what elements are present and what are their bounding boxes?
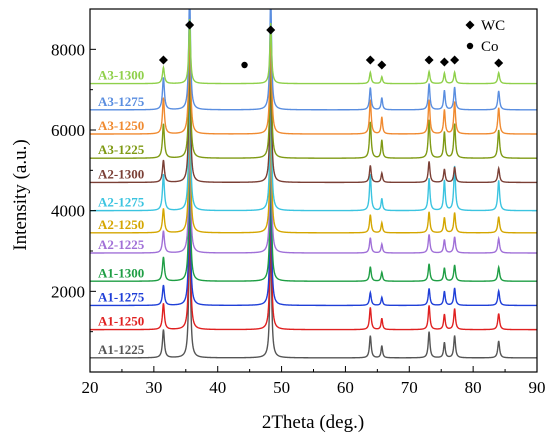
wc-peak-marker [377, 60, 387, 70]
y-tick-label: 4000 [51, 202, 85, 221]
wc-peak-marker [185, 20, 195, 30]
series-label-a3-1250: A3-1250 [98, 118, 144, 133]
x-axis-title: 2Theta (deg.) [262, 412, 364, 433]
y-axis-title: Intensity (a.u.) [10, 139, 31, 250]
series-line-a2-1300 [90, 47, 537, 184]
y-tick-label: 8000 [51, 40, 85, 59]
x-tick-label: 90 [529, 378, 546, 397]
series-line-a1-1300 [90, 154, 537, 282]
series-label-a2-1275: A2-1275 [98, 195, 145, 210]
wc-peak-marker [450, 55, 460, 65]
series-line-a3-1275 [90, 9, 537, 111]
wc-peak-marker [439, 57, 449, 67]
series-line-a1-1250 [90, 194, 537, 331]
series-label-a3-1225: A3-1225 [98, 142, 145, 157]
x-tick-label: 30 [145, 378, 162, 397]
plot-area: A1-1225 A1-1250 A1-1275 A1-1300 A2-1225 A2-12… [90, 9, 537, 359]
series-line-a3-1225 [90, 31, 537, 159]
x-tick-label: 60 [337, 378, 354, 397]
series-line-a3-1250 [90, 10, 537, 135]
x-tick-label: 80 [465, 378, 482, 397]
wc-peak-marker [494, 58, 504, 68]
series-label-a1-1300: A1-1300 [98, 265, 144, 280]
legend-label-co: Co [481, 39, 499, 55]
wc-peak-marker [365, 55, 375, 65]
wc-peak-marker [158, 55, 168, 65]
plot-frame [89, 8, 538, 373]
co-peak-marker [241, 61, 248, 69]
series-line-a2-1250 [90, 95, 537, 234]
wc-peak-marker [424, 55, 434, 65]
legend: WC Co [465, 18, 505, 55]
series-label-a1-1250: A1-1250 [98, 314, 144, 329]
x-tick-label: 40 [209, 378, 226, 397]
legend-wc-symbol [465, 20, 475, 30]
series-label-a2-1300: A2-1300 [98, 166, 144, 181]
wc-peak-marker [266, 25, 276, 35]
series-label-a2-1250: A2-1250 [98, 217, 144, 232]
y-tick-label: 6000 [51, 121, 85, 140]
series-label-a3-1275: A3-1275 [98, 94, 145, 109]
series-label-a1-1225: A1-1225 [98, 342, 145, 357]
series-lines [90, 9, 537, 359]
axes: 20 30 40 50 60 70 80 90 2000 4000 6000 8000 [51, 8, 546, 397]
legend-co-symbol [466, 42, 474, 50]
series-line-a1-1225 [90, 222, 537, 359]
series-line-a1-1275 [90, 176, 537, 307]
x-tick-label: 70 [401, 378, 418, 397]
legend-label-wc: WC [481, 18, 505, 34]
series-line-a3-1300 [90, 19, 537, 85]
series-line-a2-1225 [90, 127, 537, 254]
series-label-a3-1300: A3-1300 [98, 68, 144, 83]
peak-markers [158, 20, 504, 70]
series-line-a2-1275 [90, 73, 537, 212]
series-label-a2-1225: A2-1225 [98, 237, 145, 252]
x-tick-label: 20 [82, 378, 99, 397]
series-label-a1-1275: A1-1275 [98, 289, 145, 304]
y-tick-label: 2000 [51, 282, 85, 301]
x-tick-label: 50 [273, 378, 290, 397]
